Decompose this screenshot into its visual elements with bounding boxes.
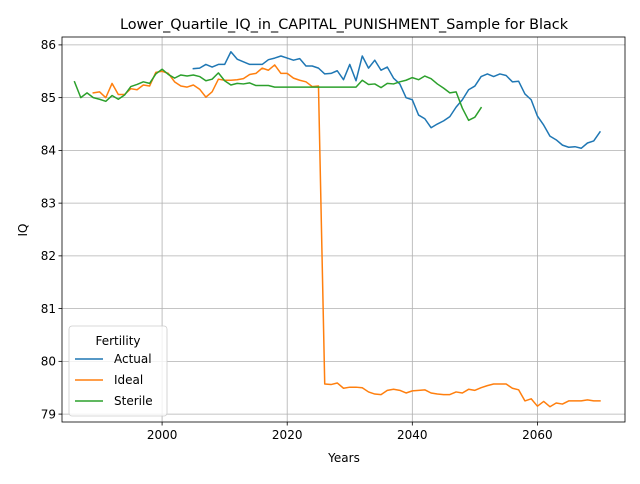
- y-tick-label: 83: [41, 196, 56, 210]
- legend-entry-actual: Actual: [114, 352, 152, 366]
- series-line-actual: [192, 51, 602, 150]
- legend-title: Fertility: [95, 334, 140, 348]
- y-axis-label: IQ: [16, 224, 30, 237]
- y-tick-label: 82: [41, 249, 56, 263]
- series-layer: [73, 51, 602, 408]
- y-tick-label: 86: [41, 38, 56, 52]
- y-tick-label: 84: [41, 144, 56, 158]
- x-tick-label: 2020: [272, 428, 303, 442]
- legend-entry-sterile: Sterile: [114, 394, 153, 408]
- x-axis-label: Years: [327, 451, 360, 465]
- x-axis: 2000 2020 2040 2060: [147, 422, 553, 442]
- y-tick-label: 85: [41, 91, 56, 105]
- x-tick-label: 2000: [147, 428, 178, 442]
- x-tick-label: 2040: [397, 428, 428, 442]
- y-tick-label: 80: [41, 355, 56, 369]
- y-tick-label: 79: [41, 407, 56, 421]
- x-tick-label: 2060: [522, 428, 553, 442]
- series-line-ideal: [92, 64, 601, 408]
- legend-box: [68, 325, 168, 417]
- y-tick-label: 81: [41, 302, 56, 316]
- series-line-sterile: [73, 68, 483, 122]
- legend-entry-ideal: Ideal: [114, 373, 143, 387]
- plot-area-frame: [61, 36, 626, 423]
- legend: Fertility Actual Ideal Sterile: [68, 325, 168, 417]
- y-axis: 79 80 81 82 83 84 85 86: [41, 38, 62, 421]
- chart-title: Lower_Quartile_IQ_in_CAPITAL_PUNISHMENT_…: [120, 17, 569, 33]
